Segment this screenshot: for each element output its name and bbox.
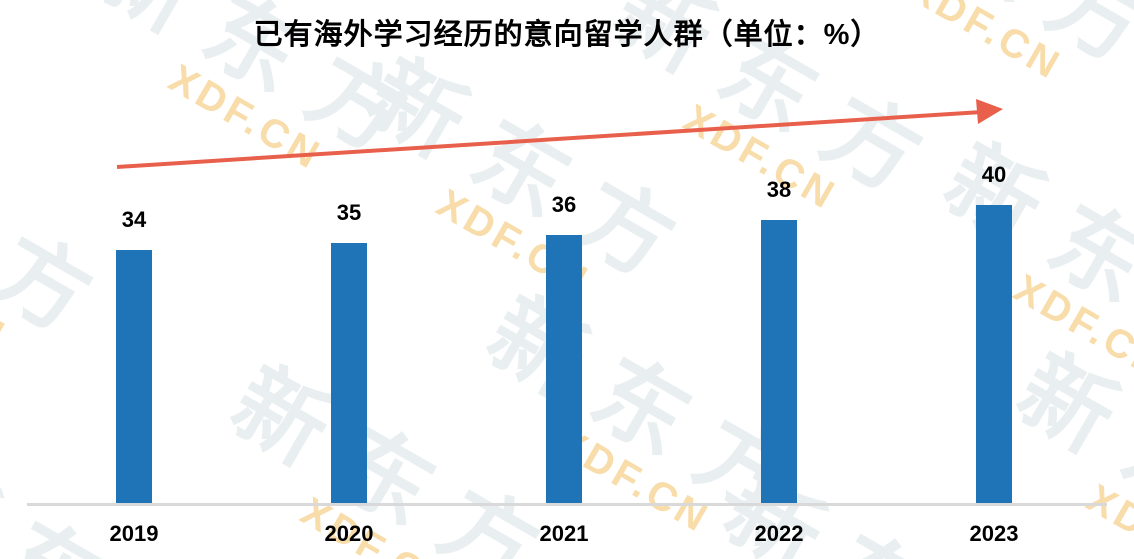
bar-value-label: 34 [121, 207, 147, 232]
bar-value-label: 40 [981, 162, 1007, 187]
x-axis-label: 2019 [109, 521, 159, 546]
bar-value-label: 36 [551, 192, 577, 217]
x-axis-label: 2022 [754, 521, 804, 546]
bar-value-label: 35 [336, 200, 362, 225]
chart-title: 已有海外学习经历的意向留学人群（单位：%） [253, 19, 881, 51]
bar-value-label: 38 [766, 177, 792, 202]
bar-2020 [331, 243, 367, 503]
x-axis-label: 2021 [539, 521, 589, 546]
bar-2022 [761, 220, 797, 503]
bar-2019 [116, 250, 152, 503]
x-axis-label: 2023 [969, 521, 1019, 546]
bar-2023 [976, 205, 1012, 503]
bar-2021 [546, 235, 582, 503]
x-axis-line [27, 503, 1107, 506]
x-axis-label: 2020 [324, 521, 374, 546]
